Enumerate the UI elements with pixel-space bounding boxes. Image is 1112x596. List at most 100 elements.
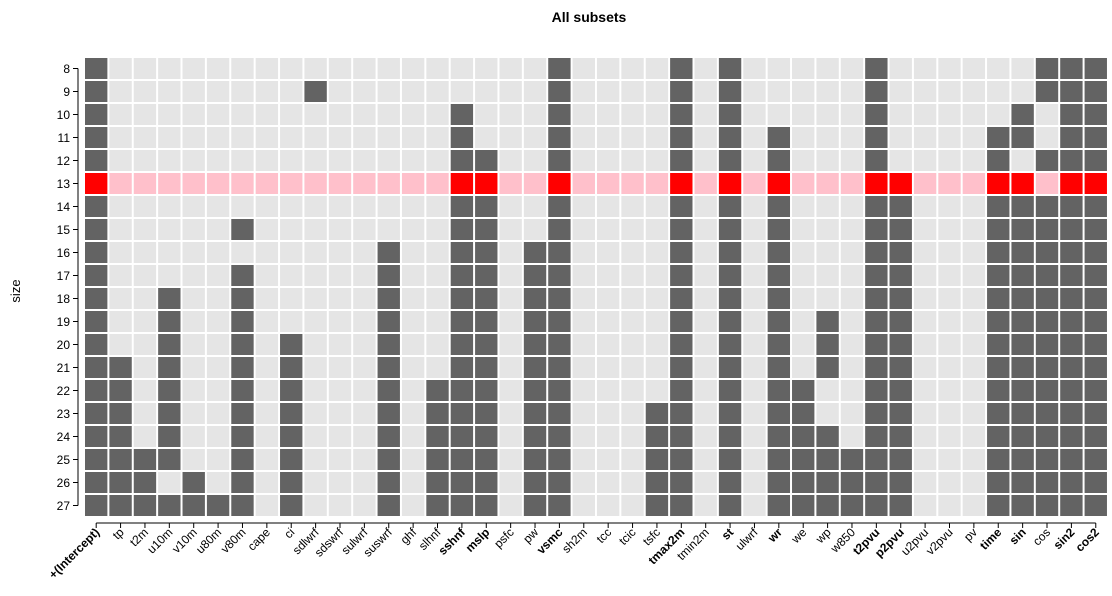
heatmap-cell-p2pvu-size-19 xyxy=(889,311,912,332)
heatmap-cell-tp-size-18 xyxy=(109,288,132,309)
heatmap-cell-intercept-size-8 xyxy=(85,58,108,79)
y-tick-label: 26 xyxy=(57,476,71,490)
heatmap-cell-ghf-size-21 xyxy=(401,357,425,378)
heatmap-cell-tmax2m-size-12 xyxy=(670,150,693,171)
heatmap-cell-ulwrf-size-17 xyxy=(743,265,766,286)
x-tick-label: sh2m xyxy=(559,525,590,556)
heatmap-cell-t2pvu-size-19 xyxy=(865,311,888,332)
heatmap-cell-w850-size-25 xyxy=(840,449,864,470)
heatmap-cell-tp-size-22 xyxy=(109,380,132,401)
heatmap-cell-suswrf-size-23 xyxy=(377,403,400,424)
heatmap-cell-suswrf-size-12 xyxy=(377,150,400,171)
heatmap-cell-tsfc-size-12 xyxy=(645,150,669,171)
heatmap-cell-suswrf-size-10 xyxy=(377,104,400,125)
heatmap-cell-u10m-size-22 xyxy=(158,380,181,401)
heatmap-cell-sulwrf-size-14 xyxy=(353,196,376,217)
heatmap-cell-vsmc-size-15 xyxy=(548,219,571,240)
heatmap-cell-wr-size-14 xyxy=(767,196,791,217)
heatmap-cell-sulwrf-size-15 xyxy=(353,219,376,240)
heatmap-cell-vsmc-size-19 xyxy=(548,311,571,332)
heatmap-cell-v10m-size-22 xyxy=(182,380,205,401)
heatmap-cell-p2pvu-size-15 xyxy=(889,219,912,240)
heatmap-cell-sdlwrf-size-24 xyxy=(304,426,327,447)
heatmap-cell-u10m-size-15 xyxy=(158,219,181,240)
heatmap-cell-v80m-size-18 xyxy=(231,288,254,309)
heatmap-cell-p2pvu-size-27 xyxy=(889,495,912,516)
heatmap-cell-v2pvu-size-26 xyxy=(938,472,961,493)
heatmap-cell-tmax2m-size-21 xyxy=(670,357,693,378)
heatmap-cell-tcic-size-19 xyxy=(621,311,644,332)
heatmap-cell-v2pvu-size-12 xyxy=(938,150,961,171)
heatmap-cell-ulwrf-size-19 xyxy=(743,311,766,332)
heatmap-cell-psfc-size-16 xyxy=(499,242,522,263)
heatmap-cell-w850-size-16 xyxy=(840,242,864,263)
heatmap-cell-pw-size-25 xyxy=(523,449,547,470)
heatmap-cell-ci-size-13 xyxy=(280,173,303,194)
heatmap-cell-sulwrf-size-22 xyxy=(353,380,376,401)
heatmap-cell-sshnf-size-25 xyxy=(450,449,474,470)
heatmap-cell-sin-size-26 xyxy=(1011,472,1034,493)
heatmap-cell-v10m-size-19 xyxy=(182,311,205,332)
heatmap-cell-sin2-size-10 xyxy=(1060,104,1083,125)
heatmap-cell-cape-size-13 xyxy=(255,173,279,194)
heatmap-cell-time-size-17 xyxy=(987,265,1010,286)
heatmap-cell-sdswrf-size-26 xyxy=(328,472,352,493)
heatmap-cell-sdlwrf-size-16 xyxy=(304,242,327,263)
heatmap-cell-sdswrf-size-17 xyxy=(328,265,352,286)
heatmap-cell-intercept-size-17 xyxy=(85,265,108,286)
heatmap-cell-sin2-size-20 xyxy=(1060,334,1083,355)
heatmap-cell-mslp-size-22 xyxy=(475,380,498,401)
heatmap-cell-tcic-size-13 xyxy=(621,173,644,194)
heatmap-cell-u80m-size-10 xyxy=(206,104,230,125)
heatmap-cell-wp-size-20 xyxy=(816,334,839,355)
heatmap-cell-cos2-size-8 xyxy=(1084,58,1107,79)
heatmap-cell-tsfc-size-24 xyxy=(645,426,669,447)
heatmap-cell-slhnf-size-13 xyxy=(426,173,449,194)
heatmap-cell-tmax2m-size-13 xyxy=(670,173,693,194)
heatmap-cell-tp-size-12 xyxy=(109,150,132,171)
heatmap-cell-time-size-22 xyxy=(987,380,1010,401)
heatmap-cell-sin-size-15 xyxy=(1011,219,1034,240)
heatmap-cell-u80m-size-13 xyxy=(206,173,230,194)
heatmap-cell-wp-size-17 xyxy=(816,265,839,286)
heatmap-cell-ci-size-10 xyxy=(280,104,303,125)
heatmap-cell-tmin2m-size-22 xyxy=(694,380,717,401)
heatmap-cell-pv-size-13 xyxy=(962,173,986,194)
heatmap-cell-pv-size-17 xyxy=(962,265,986,286)
heatmap-cell-time-size-26 xyxy=(987,472,1010,493)
heatmap-cell-tcic-size-27 xyxy=(621,495,644,516)
heatmap-cell-cape-size-17 xyxy=(255,265,279,286)
heatmap-cell-tcc-size-19 xyxy=(596,311,620,332)
heatmap-cell-sin2-size-21 xyxy=(1060,357,1083,378)
heatmap-cell-intercept-size-11 xyxy=(85,127,108,148)
heatmap-cell-cape-size-27 xyxy=(255,495,279,516)
heatmap-cell-slhnf-size-17 xyxy=(426,265,449,286)
heatmap-cell-tp-size-19 xyxy=(109,311,132,332)
heatmap-cell-cos-size-26 xyxy=(1035,472,1059,493)
heatmap-cell-ci-size-15 xyxy=(280,219,303,240)
heatmap-cell-ulwrf-size-20 xyxy=(743,334,766,355)
heatmap-cell-ghf-size-16 xyxy=(401,242,425,263)
heatmap-cell-sdlwrf-size-12 xyxy=(304,150,327,171)
heatmap-cell-t2m-size-12 xyxy=(133,150,157,171)
heatmap-cell-psfc-size-20 xyxy=(499,334,522,355)
heatmap-cell-tmin2m-size-26 xyxy=(694,472,717,493)
heatmap-cell-tsfc-size-27 xyxy=(645,495,669,516)
heatmap-cell-u2pvu-size-10 xyxy=(913,104,937,125)
heatmap-cell-sh2m-size-13 xyxy=(572,173,595,194)
heatmap-cell-time-size-13 xyxy=(987,173,1010,194)
heatmap-cell-v10m-size-15 xyxy=(182,219,205,240)
heatmap-cell-vsmc-size-20 xyxy=(548,334,571,355)
heatmap-cell-tcic-size-26 xyxy=(621,472,644,493)
heatmap-cell-pv-size-16 xyxy=(962,242,986,263)
heatmap-cell-sh2m-size-26 xyxy=(572,472,595,493)
heatmap-cell-v2pvu-size-13 xyxy=(938,173,961,194)
heatmap-cell-tcic-size-24 xyxy=(621,426,644,447)
heatmap-cell-cos-size-19 xyxy=(1035,311,1059,332)
heatmap-cell-u10m-size-20 xyxy=(158,334,181,355)
heatmap-cell-wr-size-27 xyxy=(767,495,791,516)
heatmap-cell-sh2m-size-22 xyxy=(572,380,595,401)
heatmap-cell-tp-size-17 xyxy=(109,265,132,286)
heatmap-cell-u10m-size-18 xyxy=(158,288,181,309)
x-tick-label: tp xyxy=(110,525,127,542)
